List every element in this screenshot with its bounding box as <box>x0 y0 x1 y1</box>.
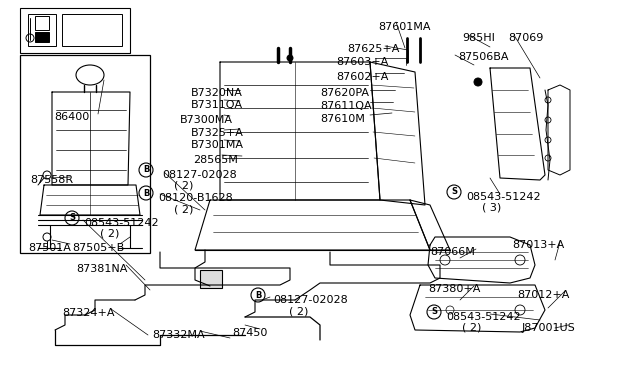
Text: B7301MA: B7301MA <box>191 140 244 150</box>
Text: 87603+A: 87603+A <box>336 57 388 67</box>
Text: 08543-51242: 08543-51242 <box>466 192 541 202</box>
Circle shape <box>287 55 293 61</box>
Bar <box>20 55 150 253</box>
Bar <box>20 8 130 53</box>
Text: 985HI: 985HI <box>462 33 495 43</box>
Text: 87324+A: 87324+A <box>62 308 115 318</box>
Bar <box>62 14 122 46</box>
Text: 87602+A: 87602+A <box>336 72 388 82</box>
Text: ( 2): ( 2) <box>174 181 193 191</box>
Circle shape <box>474 78 482 86</box>
Text: 28565M: 28565M <box>193 155 238 165</box>
Bar <box>35 32 49 42</box>
Text: 08127-02028: 08127-02028 <box>273 295 348 305</box>
Text: 87066M: 87066M <box>430 247 475 257</box>
Text: ( 2): ( 2) <box>100 229 120 239</box>
Text: 08127-02028: 08127-02028 <box>162 170 237 180</box>
Bar <box>28 14 56 46</box>
Text: 87381NA: 87381NA <box>76 264 127 274</box>
Text: S: S <box>69 214 75 222</box>
Text: 87332MA: 87332MA <box>152 330 205 340</box>
Text: B: B <box>255 291 261 299</box>
Text: 87611QA: 87611QA <box>320 101 372 111</box>
Text: B7311QA: B7311QA <box>191 100 243 110</box>
Text: 87610M: 87610M <box>320 114 365 124</box>
Text: 87380+A: 87380+A <box>428 284 481 294</box>
Text: B7300MA: B7300MA <box>180 115 233 125</box>
Text: ( 2): ( 2) <box>289 306 308 316</box>
Text: 87505+B: 87505+B <box>72 243 124 253</box>
Text: 87625+A: 87625+A <box>347 44 399 54</box>
Text: 87012+A: 87012+A <box>517 290 570 300</box>
Text: 87069: 87069 <box>508 33 543 43</box>
Text: J87001US: J87001US <box>522 323 576 333</box>
Text: 86400: 86400 <box>54 112 89 122</box>
Bar <box>200 270 222 288</box>
Text: 08543-51242: 08543-51242 <box>84 218 159 228</box>
Text: S: S <box>451 187 457 196</box>
Text: 87506BA: 87506BA <box>458 52 509 62</box>
Text: 08543-51242: 08543-51242 <box>446 312 520 322</box>
Text: B7320NA: B7320NA <box>191 88 243 98</box>
Text: ( 2): ( 2) <box>462 323 481 333</box>
Text: S: S <box>431 308 437 317</box>
Text: B: B <box>143 166 149 174</box>
Text: B7325+A: B7325+A <box>191 128 244 138</box>
Text: B: B <box>143 189 149 198</box>
Text: 87450: 87450 <box>232 328 268 338</box>
Bar <box>35 16 49 30</box>
Text: 87501A: 87501A <box>28 243 71 253</box>
Text: 87558R: 87558R <box>30 175 73 185</box>
Text: 08120-B1628: 08120-B1628 <box>158 193 233 203</box>
Text: ( 2): ( 2) <box>174 204 193 214</box>
Text: 87620PA: 87620PA <box>320 88 369 98</box>
Text: 87601MA: 87601MA <box>378 22 431 32</box>
Text: ( 3): ( 3) <box>482 203 501 213</box>
Text: 87013+A: 87013+A <box>512 240 564 250</box>
